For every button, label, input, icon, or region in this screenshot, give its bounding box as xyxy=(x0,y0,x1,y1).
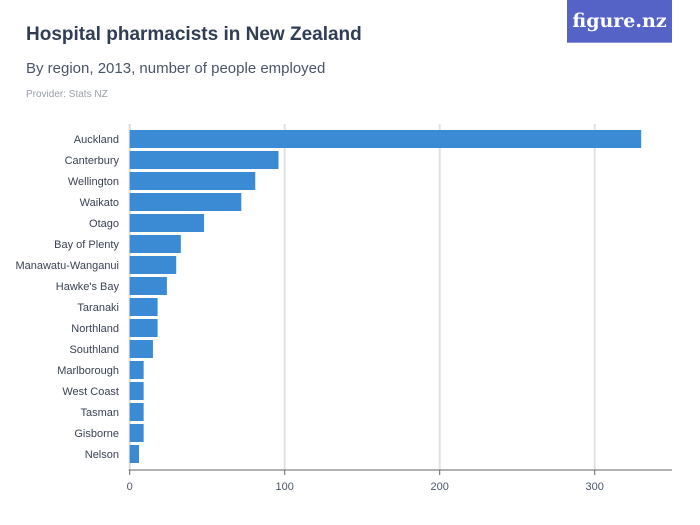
category-label: Otago xyxy=(89,218,119,230)
category-label: Waikato xyxy=(80,197,119,209)
bar-taranaki xyxy=(129,298,158,316)
category-label: Tasman xyxy=(80,407,119,419)
category-label: Bay of Plenty xyxy=(54,239,119,251)
category-label: Wellington xyxy=(68,176,119,188)
category-label: Marlborough xyxy=(57,365,119,377)
bar-wellington xyxy=(129,172,256,190)
bar-canterbury xyxy=(129,151,279,169)
chart-subtitle: By region, 2013, number of people employ… xyxy=(26,60,326,77)
bar-waikato xyxy=(129,193,242,211)
x-tick-label: 0 xyxy=(127,481,133,493)
category-label: Manawatu-Wanganui xyxy=(15,260,119,272)
bar-marlborough xyxy=(129,361,144,379)
bar-bay-of-plenty xyxy=(129,235,181,253)
category-label: West Coast xyxy=(62,386,119,398)
bar-hawke-s-bay xyxy=(129,277,167,295)
chart-title: Hospital pharmacists in New Zealand xyxy=(26,24,362,45)
category-label: Canterbury xyxy=(65,155,120,167)
bar-gisborne xyxy=(129,424,144,442)
category-label: Auckland xyxy=(74,134,119,146)
x-tick-label: 100 xyxy=(276,481,294,493)
bar-nelson xyxy=(129,445,139,463)
bar-auckland xyxy=(129,130,642,148)
category-label: Northland xyxy=(71,323,119,335)
bar-northland xyxy=(129,319,158,337)
category-label: Nelson xyxy=(85,449,119,461)
x-tick-label: 300 xyxy=(586,481,604,493)
provider-label: Provider: Stats NZ xyxy=(26,89,108,100)
figure-nz-logo[interactable]: figure.nz xyxy=(567,0,672,43)
bar-west-coast xyxy=(129,382,144,400)
category-label: Gisborne xyxy=(74,428,119,440)
x-tick-label: 200 xyxy=(431,481,449,493)
bar-otago xyxy=(129,214,205,232)
bar-manawatu-wanganui xyxy=(129,256,177,274)
category-label: Hawke's Bay xyxy=(56,281,120,293)
category-label: Taranaki xyxy=(77,302,119,314)
bar-tasman xyxy=(129,403,144,421)
category-label: Southland xyxy=(69,344,119,356)
bar-southland xyxy=(129,340,153,358)
